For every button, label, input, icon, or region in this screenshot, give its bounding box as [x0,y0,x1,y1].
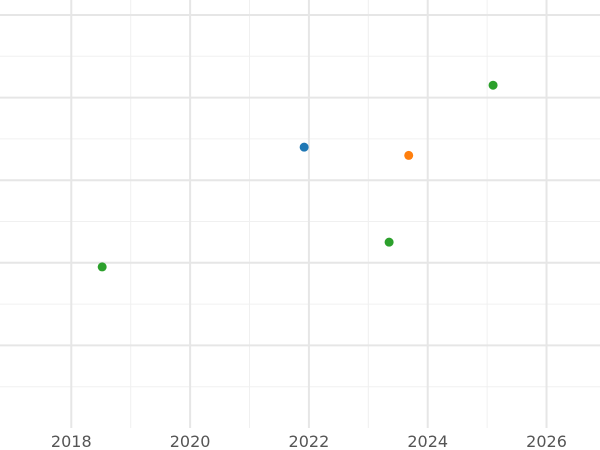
x-tick-label: 2018 [51,432,92,450]
x-tick-label: 2022 [289,432,330,450]
x-tick-labels: 2018 2020 2022 2024 2026 [51,432,567,450]
data-point-blue [299,142,309,152]
data-point-green [97,262,107,272]
data-points [97,80,498,272]
major-gridlines [0,0,600,428]
minor-gridlines [0,0,600,428]
x-tick-label: 2024 [407,432,448,450]
x-tick-label: 2026 [526,432,567,450]
data-point-orange [404,150,414,160]
data-point-green [488,80,498,90]
x-tick-label: 2020 [170,432,211,450]
data-point-green [384,237,394,247]
